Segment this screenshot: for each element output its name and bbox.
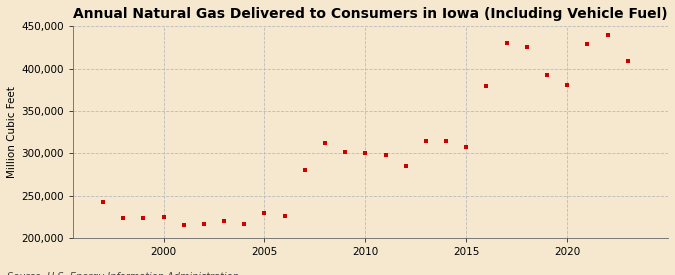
Point <box>400 164 411 168</box>
Point <box>340 149 350 154</box>
Point <box>461 145 472 150</box>
Point <box>360 151 371 156</box>
Point <box>259 210 270 215</box>
Y-axis label: Million Cubic Feet: Million Cubic Feet <box>7 86 17 178</box>
Point <box>602 32 613 37</box>
Point <box>380 153 391 157</box>
Point <box>622 59 633 63</box>
Point <box>441 138 452 143</box>
Point <box>300 168 310 172</box>
Point <box>279 214 290 218</box>
Point <box>521 45 532 50</box>
Point <box>481 84 492 89</box>
Title: Annual Natural Gas Delivered to Consumers in Iowa (Including Vehicle Fuel): Annual Natural Gas Delivered to Consumer… <box>73 7 668 21</box>
Point <box>541 72 552 77</box>
Point <box>198 221 209 226</box>
Point <box>582 42 593 46</box>
Point <box>178 223 189 227</box>
Point <box>562 82 572 87</box>
Point <box>158 215 169 219</box>
Point <box>118 216 129 220</box>
Point <box>239 221 250 226</box>
Point <box>98 200 109 205</box>
Point <box>421 139 431 144</box>
Point <box>219 219 230 223</box>
Point <box>319 141 330 145</box>
Point <box>502 41 512 45</box>
Point <box>138 216 148 220</box>
Text: Source: U.S. Energy Information Administration: Source: U.S. Energy Information Administ… <box>7 273 238 275</box>
